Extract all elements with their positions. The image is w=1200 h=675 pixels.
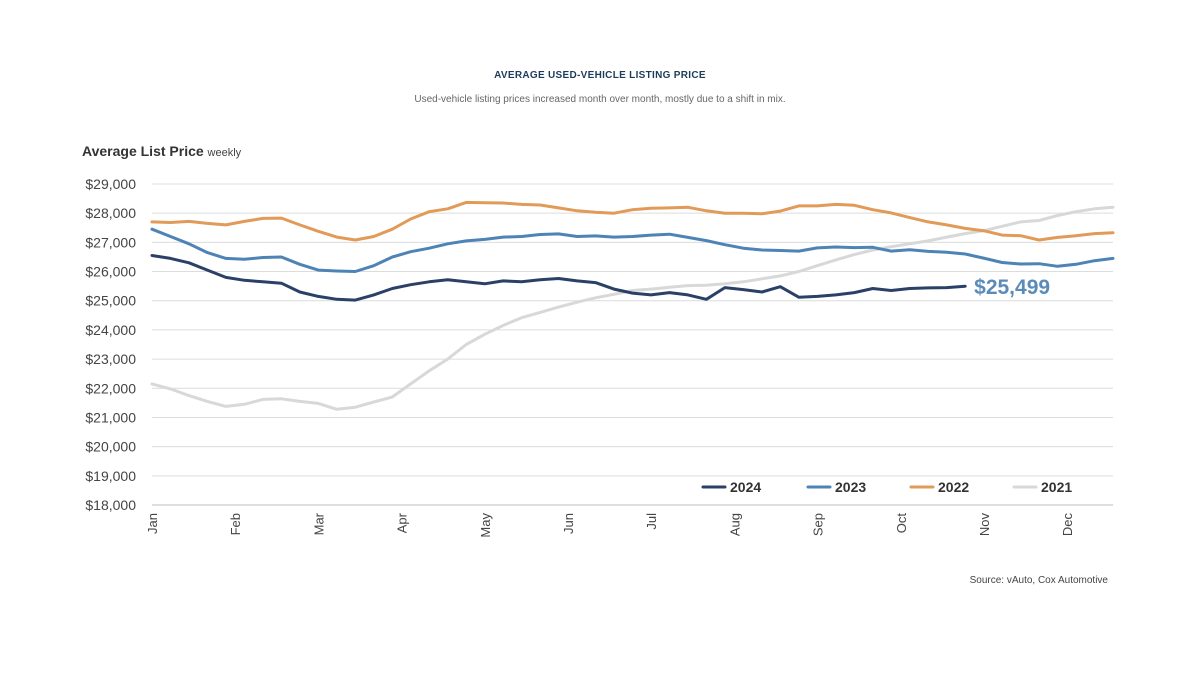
y-tick-label: $19,000 — [85, 468, 136, 484]
y-tick-label: $20,000 — [85, 439, 136, 455]
chart-title: AVERAGE USED-VEHICLE LISTING PRICE — [494, 70, 706, 81]
y-tick-label: $25,000 — [85, 293, 136, 309]
y-axis-title-suffix: weekly — [207, 147, 242, 159]
x-tick-label: May — [478, 513, 493, 538]
y-tick-label: $27,000 — [85, 234, 136, 250]
chart-subtitle: Used-vehicle listing prices increased mo… — [414, 94, 786, 105]
y-tick-label: $21,000 — [85, 409, 136, 425]
y-tick-label: $18,000 — [85, 497, 136, 513]
series-line-2024 — [150, 254, 967, 302]
x-tick-label: Oct — [894, 513, 909, 534]
x-tick-label: Feb — [228, 513, 243, 535]
series-line-2023 — [150, 227, 1115, 273]
x-tick-label: Sep — [811, 513, 826, 536]
x-tick-label: Dec — [1060, 513, 1075, 537]
y-tick-label: $23,000 — [85, 351, 136, 367]
x-tick-label: Mar — [311, 512, 326, 535]
x-tick-label: Jun — [561, 513, 576, 534]
y-tick-label: $29,000 — [85, 176, 136, 192]
x-tick-label: Aug — [727, 513, 742, 536]
y-tick-label: $28,000 — [85, 205, 136, 221]
y-axis-title-main: Average List Price — [82, 143, 204, 159]
legend-label-2024: 2024 — [730, 479, 761, 495]
x-tick-label: Apr — [395, 512, 410, 533]
legend-label-2021: 2021 — [1041, 479, 1072, 495]
source-note: Source: vAuto, Cox Automotive — [969, 575, 1108, 586]
series-line-2022 — [150, 200, 1115, 242]
x-tick-label: Jul — [644, 513, 659, 530]
legend-label-2023: 2023 — [835, 479, 866, 495]
legend-label-2022: 2022 — [938, 479, 969, 495]
y-tick-label: $26,000 — [85, 264, 136, 280]
x-tick-label: Jan — [145, 513, 160, 534]
latest-value-label: $25,499 — [974, 276, 1050, 299]
x-tick-label: Nov — [977, 513, 992, 537]
y-axis-title: Average List Price weekly — [82, 143, 241, 159]
y-tick-label: $22,000 — [85, 380, 136, 396]
series-line-2021 — [150, 205, 1115, 411]
y-tick-label: $24,000 — [85, 322, 136, 338]
